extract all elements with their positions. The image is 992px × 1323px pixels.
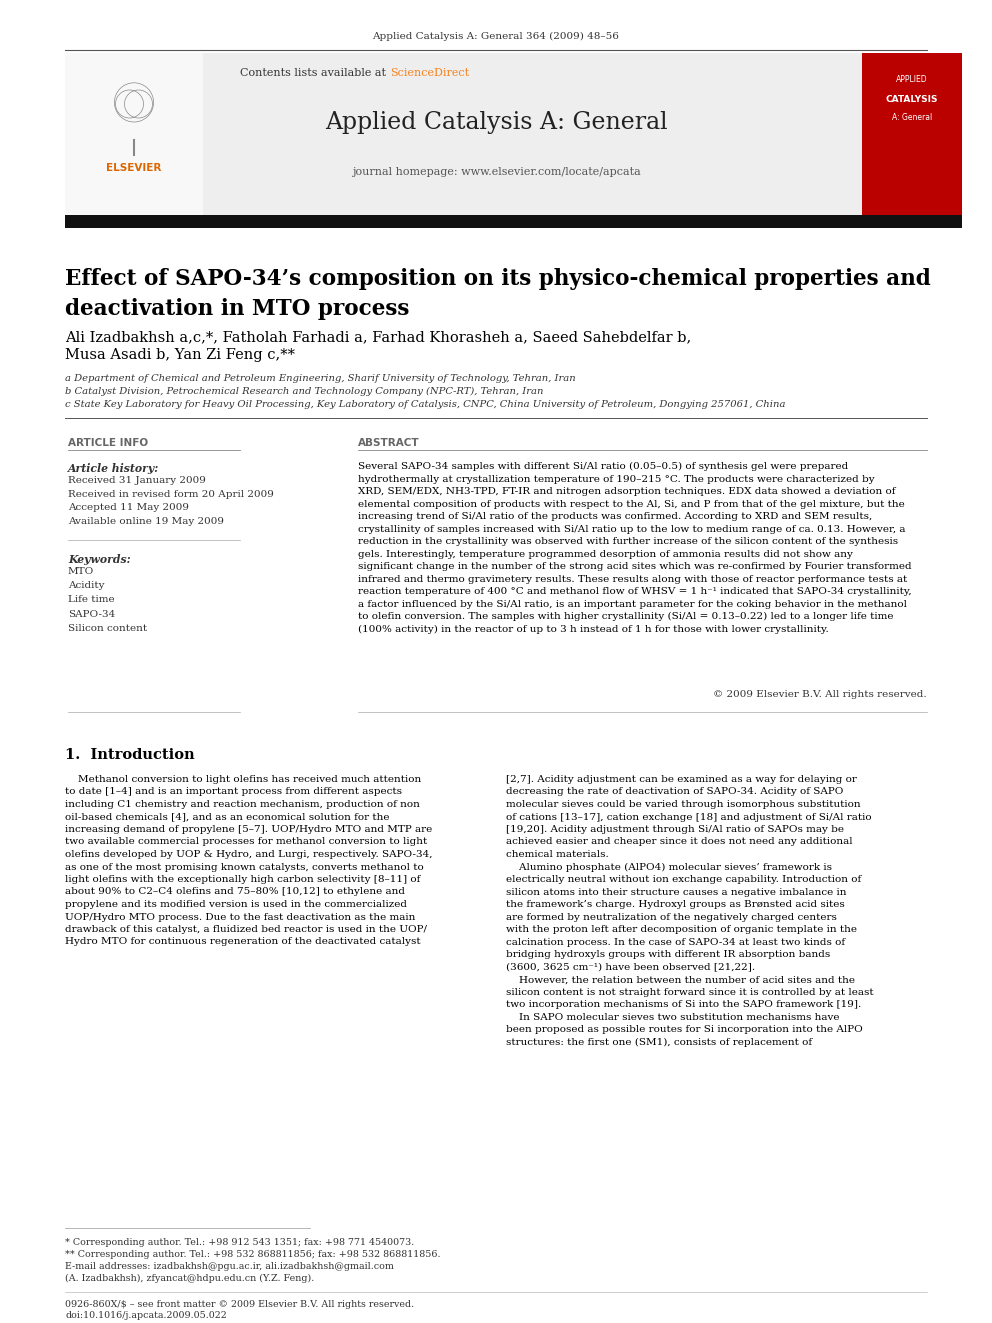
Text: [2,7]. Acidity adjustment can be examined as a way for delaying or
decreasing th: [2,7]. Acidity adjustment can be examine…: [506, 775, 874, 1046]
Text: APPLIED: APPLIED: [896, 75, 928, 85]
Text: Musa Asadi b, Yan Zi Feng c,**: Musa Asadi b, Yan Zi Feng c,**: [65, 348, 295, 363]
Text: MTO
Acidity
Life time
SAPO-34
Silicon content: MTO Acidity Life time SAPO-34 Silicon co…: [68, 568, 147, 632]
Text: ** Corresponding author. Tel.: +98 532 868811856; fax: +98 532 868811856.: ** Corresponding author. Tel.: +98 532 8…: [65, 1250, 440, 1259]
FancyBboxPatch shape: [862, 53, 962, 216]
Text: E-mail addresses: izadbakhsh@pgu.ac.ir, ali.izadbakhsh@gmail.com: E-mail addresses: izadbakhsh@pgu.ac.ir, …: [65, 1262, 394, 1271]
Text: journal homepage: www.elsevier.com/locate/apcata: journal homepage: www.elsevier.com/locat…: [351, 167, 641, 177]
Text: Applied Catalysis A: General 364 (2009) 48–56: Applied Catalysis A: General 364 (2009) …: [373, 32, 619, 41]
Text: Methanol conversion to light olefins has received much attention
to date [1–4] a: Methanol conversion to light olefins has…: [65, 775, 433, 946]
Text: ARTICLE INFO: ARTICLE INFO: [68, 438, 148, 448]
Text: Contents lists available at: Contents lists available at: [240, 67, 390, 78]
Text: ScienceDirect: ScienceDirect: [390, 67, 469, 78]
Text: Applied Catalysis A: General: Applied Catalysis A: General: [324, 111, 668, 134]
Text: (A. Izadbakhsh), zfyancat@hdpu.edu.cn (Y.Z. Feng).: (A. Izadbakhsh), zfyancat@hdpu.edu.cn (Y…: [65, 1274, 314, 1283]
Text: 0926-860X/$ – see front matter © 2009 Elsevier B.V. All rights reserved.: 0926-860X/$ – see front matter © 2009 El…: [65, 1301, 414, 1308]
Text: doi:10.1016/j.apcata.2009.05.022: doi:10.1016/j.apcata.2009.05.022: [65, 1311, 227, 1320]
Text: © 2009 Elsevier B.V. All rights reserved.: © 2009 Elsevier B.V. All rights reserved…: [713, 691, 927, 699]
Text: 1.  Introduction: 1. Introduction: [65, 747, 194, 762]
Text: Ali Izadbakhsh a,c,*, Fatholah Farhadi a, Farhad Khorasheh a, Saeed Sahebdelfar : Ali Izadbakhsh a,c,*, Fatholah Farhadi a…: [65, 329, 691, 344]
Text: a Department of Chemical and Petroleum Engineering, Sharif University of Technol: a Department of Chemical and Petroleum E…: [65, 374, 575, 382]
Text: A: General: A: General: [892, 114, 932, 123]
Text: b Catalyst Division, Petrochemical Research and Technology Company (NPC-RT), Teh: b Catalyst Division, Petrochemical Resea…: [65, 388, 544, 396]
Text: * Corresponding author. Tel.: +98 912 543 1351; fax: +98 771 4540073.: * Corresponding author. Tel.: +98 912 54…: [65, 1238, 415, 1248]
FancyBboxPatch shape: [65, 216, 962, 228]
Text: CATALYSIS: CATALYSIS: [886, 95, 938, 105]
FancyBboxPatch shape: [65, 53, 862, 216]
Text: Effect of SAPO-34’s composition on its physico-chemical properties and
deactivat: Effect of SAPO-34’s composition on its p…: [65, 269, 930, 320]
Text: ABSTRACT: ABSTRACT: [358, 438, 420, 448]
FancyBboxPatch shape: [65, 53, 203, 216]
Text: Received 31 January 2009
Received in revised form 20 April 2009
Accepted 11 May : Received 31 January 2009 Received in rev…: [68, 476, 274, 525]
Text: Keywords:: Keywords:: [68, 554, 131, 565]
Text: Article history:: Article history:: [68, 463, 160, 474]
Text: ELSEVIER: ELSEVIER: [106, 163, 162, 173]
Text: Several SAPO-34 samples with different Si/Al ratio (0.05–0.5) of synthesis gel w: Several SAPO-34 samples with different S…: [358, 462, 912, 634]
Text: c State Key Laboratory for Heavy Oil Processing, Key Laboratory of Catalysis, CN: c State Key Laboratory for Heavy Oil Pro…: [65, 400, 786, 409]
